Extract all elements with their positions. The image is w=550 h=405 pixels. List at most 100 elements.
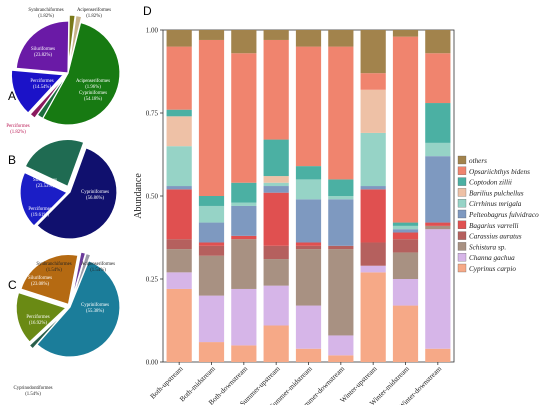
pie-C-slice-3: [20, 253, 79, 306]
bar-segment: [360, 89, 386, 133]
legend-label: Cyprinus carpio: [469, 265, 516, 273]
bar-segment: [360, 265, 386, 273]
bar-segment: [392, 279, 419, 306]
legend-label: Schistura sp.: [469, 243, 506, 251]
bar-segment: [328, 245, 354, 250]
pie-A-label-3: Perciformes: [30, 79, 53, 84]
pie-B-label-0: Cypriniformes: [81, 190, 109, 195]
y-tick-label: 0.75: [146, 110, 159, 118]
bar-segment: [425, 142, 451, 157]
bar-segment: [328, 46, 354, 180]
legend-swatch: [457, 188, 467, 197]
pie-A-pct-1: (1.96%): [85, 85, 101, 90]
bar-segment: [166, 186, 192, 190]
bar-segment: [392, 229, 419, 233]
bar-segment: [166, 239, 192, 250]
bar-segment: [198, 242, 225, 246]
bar-segment: [231, 288, 257, 346]
bar-segment: [425, 222, 451, 226]
bar-segment: [295, 199, 322, 243]
bar-segment: [392, 222, 419, 226]
bar-segment: [295, 242, 322, 246]
bar-segment: [166, 116, 192, 147]
pie-C-pct-2: (16.92%): [29, 321, 47, 326]
legend-swatch: [457, 253, 467, 262]
bar-segment: [328, 30, 354, 47]
pie-C-label-5: Acipenseriformes: [81, 262, 115, 267]
bar-segment: [263, 39, 289, 140]
bar-segment: [360, 30, 386, 74]
legend-label: Coptodon zillii: [469, 179, 512, 187]
pie-C: Cypriniformes(55.38%)Cyprinodontiformes(…: [14, 251, 121, 397]
pie-B-label-1: Perciformes: [28, 207, 51, 212]
pie-A-label-1: Acipenseriformes: [76, 79, 110, 84]
legend-label: others: [469, 157, 487, 165]
pie-B-slice-0: [36, 147, 118, 240]
panel-label-d: D: [143, 4, 152, 18]
pie-A-slice-2: [29, 75, 66, 119]
pie-B-label-2: Siluriformes: [33, 178, 57, 183]
pie-C-label-4: Synbranchiformes: [36, 262, 71, 267]
bar-segment: [425, 103, 451, 143]
bar-segment: [166, 30, 192, 47]
bar-segment: [198, 205, 225, 223]
bar-segment: [166, 46, 192, 110]
bar-segment: [295, 348, 322, 362]
pie-C-label-3: Siluriformes: [28, 276, 52, 281]
bar-segment: [198, 245, 225, 256]
pie-C-label-2: Perciformes: [26, 315, 49, 320]
bar-segment: [425, 53, 451, 104]
bar-segment: [392, 30, 419, 37]
pie-A-pct-0: (54.18%): [84, 97, 102, 102]
pie-A-label-0: Cypriniformes: [79, 91, 107, 96]
legend-label: Carassius auratus: [469, 233, 522, 241]
bar-segment: [263, 259, 289, 286]
pie-B-slice-2: [24, 138, 85, 188]
bar-segment: [295, 179, 322, 200]
bar-segment: [166, 249, 192, 273]
y-tick-label: 0.50: [146, 193, 159, 201]
stacked-bar-chart: 0.000.250.500.751.00AbundanceBoth-upstre…: [133, 27, 455, 405]
legend: others Opsariichthys bidens Coptodon zilli…: [457, 155, 539, 273]
pie-A-pct-4: (23.82%): [34, 53, 52, 58]
bar-segment: [198, 196, 225, 206]
bar-segment: [263, 192, 289, 246]
pie-C-pct-5: (1.54%): [90, 268, 106, 273]
pie-C-pct-0: (55.38%): [86, 309, 104, 314]
legend-swatch: [457, 155, 467, 165]
pie-B-pct-1: (19.61%): [31, 213, 49, 218]
pie-B: Cypriniformes(56.86%) Perciformes(19.61%)…: [19, 138, 118, 240]
bar-segment: [295, 305, 322, 349]
pie-C-pct-4: (1.54%): [46, 268, 62, 273]
pie-A-label-6: Acipenseriformes: [77, 8, 111, 13]
bar-segment: [425, 225, 451, 230]
pie-C-pct-3: (23.08%): [31, 282, 49, 287]
bar-segment: [231, 182, 257, 203]
bar-segment: [392, 239, 419, 253]
panel-label-c: C: [8, 278, 17, 292]
bar-segment: [263, 182, 289, 187]
bar-segment: [166, 288, 192, 362]
bar-segment: [392, 36, 419, 223]
bar-segment: [328, 199, 354, 246]
bar-segment: [392, 305, 419, 362]
bar-segment: [360, 242, 386, 266]
bar-segment: [263, 30, 289, 40]
bar-segment: [360, 73, 386, 90]
bar-segment: [328, 249, 354, 336]
y-tick-label: 0.00: [146, 359, 159, 367]
bar-segment: [198, 342, 225, 362]
bar-segment: [166, 109, 192, 117]
bar-segment: [198, 222, 225, 243]
bar-segment: [231, 30, 257, 54]
pie-C-slice-5: [71, 252, 92, 302]
bar-segment: [166, 272, 192, 289]
pie-A-label-5: Synbranchiformes: [28, 8, 63, 13]
y-axis-label: Abundance: [133, 173, 144, 219]
bar-segment: [263, 245, 289, 260]
pie-C-slice-1: [28, 310, 67, 350]
bar-segment: [295, 245, 322, 250]
bar-segment: [198, 295, 225, 343]
bar-segment: [166, 189, 192, 240]
